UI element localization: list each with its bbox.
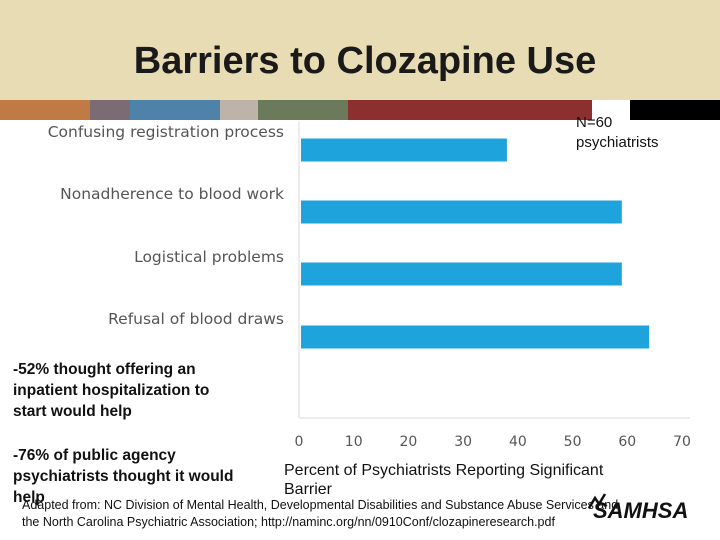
- category-label: Refusal of blood draws: [108, 310, 284, 328]
- bar-nonadherence-blood-work: [301, 201, 622, 224]
- slide-title: Barriers to Clozapine Use: [0, 40, 720, 83]
- x-tick-label: 30: [454, 434, 472, 450]
- bar-refusal-blood-draws: [301, 326, 649, 349]
- strip-segment: [90, 100, 130, 120]
- x-tick-label: 10: [345, 434, 363, 450]
- strip-segment: [0, 100, 90, 120]
- strip-segment: [258, 100, 348, 120]
- sample-size-label: N=60 psychiatrists: [576, 113, 659, 153]
- source-line: Adapted from: NC Division of Mental Heal…: [22, 497, 702, 514]
- x-tick-label: 60: [618, 434, 636, 450]
- note-line: -52% thought offering an: [13, 359, 209, 380]
- note-line: psychiatrists thought it would: [13, 466, 233, 487]
- category-label: Nonadherence to blood work: [60, 185, 284, 203]
- source-line: the North Carolina Psychiatric Associati…: [22, 514, 702, 531]
- note-line: start would help: [13, 401, 209, 422]
- strip-segment: [220, 100, 258, 120]
- strip-segment: [348, 100, 592, 120]
- x-tick-label: 50: [564, 434, 582, 450]
- strip-segment: [130, 100, 220, 120]
- bars-group: [301, 139, 649, 349]
- sample-size-line: psychiatrists: [576, 133, 659, 153]
- bar-logistical-problems: [301, 263, 622, 286]
- category-label: Logistical problems: [134, 248, 284, 266]
- note-inpatient: -52% thought offering an inpatient hospi…: [13, 359, 209, 422]
- x-tick-labels: 0 10 20 30 40 50 60 70: [295, 434, 691, 450]
- x-tick-label: 0: [295, 434, 304, 450]
- category-label: Confusing registration process: [48, 123, 284, 141]
- category-labels: Confusing registration process Nonadhere…: [48, 123, 284, 328]
- x-axis-title-line: Percent of Psychiatrists Reporting Signi…: [284, 461, 664, 480]
- x-tick-label: 20: [400, 434, 418, 450]
- sample-size-line: N=60: [576, 113, 659, 133]
- x-tick-label: 70: [673, 434, 691, 450]
- source-citation: Adapted from: NC Division of Mental Heal…: [22, 497, 702, 531]
- note-line: inpatient hospitalization to: [13, 380, 209, 401]
- note-line: -76% of public agency: [13, 445, 233, 466]
- bar-confusing-registration: [301, 139, 507, 162]
- x-tick-label: 40: [509, 434, 527, 450]
